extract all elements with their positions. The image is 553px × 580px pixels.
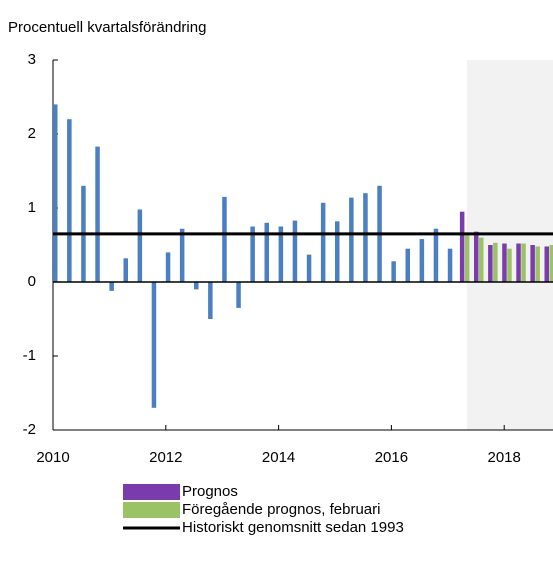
bar	[433, 228, 439, 282]
bar	[95, 146, 100, 282]
bar	[278, 226, 284, 282]
x-tick-label: 2012	[149, 449, 182, 466]
bar	[335, 221, 340, 282]
chart-title: Procentuell kvartalsförändring	[8, 19, 206, 36]
bar	[459, 211, 465, 282]
bar	[488, 245, 493, 282]
y-tick-label: 0	[28, 273, 36, 290]
bar	[109, 282, 114, 291]
bar	[549, 245, 553, 282]
x-tick-label: 2014	[262, 449, 295, 466]
bar	[363, 193, 368, 282]
x-tick-label: 2018	[488, 449, 521, 466]
legend-swatch	[123, 484, 180, 500]
y-tick-label: 1	[28, 199, 36, 216]
bar	[493, 242, 498, 282]
bar	[544, 246, 549, 282]
bar	[349, 197, 354, 282]
legend-label: Historiskt genomsnitt sedan 1993	[182, 519, 404, 536]
bar	[507, 248, 512, 282]
bar	[502, 243, 507, 282]
bar	[137, 209, 143, 282]
bar	[530, 245, 535, 282]
bar	[123, 258, 128, 282]
bar	[292, 220, 298, 282]
x-tick-label: 2016	[375, 449, 408, 466]
bar	[535, 246, 540, 282]
bar	[208, 282, 213, 319]
bar	[474, 231, 479, 282]
bar	[521, 243, 526, 282]
legend-label: Föregående prognos, februari	[182, 501, 380, 518]
bar	[405, 248, 410, 282]
bar	[464, 235, 470, 282]
bar	[320, 202, 326, 282]
bar	[179, 228, 185, 282]
bar	[447, 248, 453, 282]
legend-label: Prognos	[182, 483, 238, 500]
bar	[391, 261, 396, 282]
bar	[419, 239, 425, 282]
bar	[236, 282, 241, 308]
bar	[516, 243, 521, 282]
bar	[250, 226, 255, 282]
bar	[306, 254, 312, 282]
bar	[264, 222, 269, 282]
bar	[53, 104, 58, 283]
bar	[67, 119, 72, 282]
bar	[222, 196, 227, 282]
y-tick-label: -2	[23, 421, 36, 438]
bar	[194, 282, 199, 290]
y-tick-label: 3	[28, 51, 36, 68]
y-tick-label: -1	[23, 347, 36, 364]
bar	[479, 237, 484, 282]
x-tick-label: 2010	[36, 449, 69, 466]
legend-swatch	[123, 502, 180, 518]
y-tick-label: 2	[28, 125, 36, 142]
bar	[165, 252, 171, 282]
bar	[151, 282, 157, 408]
